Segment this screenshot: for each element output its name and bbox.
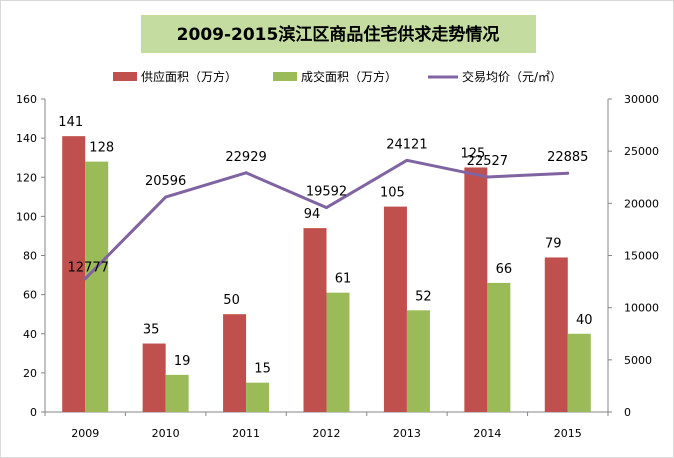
right-tick-label: 20000	[624, 197, 659, 210]
supply-bar	[544, 257, 568, 412]
deal-bar	[246, 382, 270, 412]
price-value-label: 22527	[467, 154, 508, 169]
supply-bar	[142, 343, 166, 412]
price-point	[164, 195, 168, 199]
x-tick-label: 2013	[393, 427, 421, 440]
right-tick-label: 5000	[624, 354, 652, 367]
deal-value-label: 15	[254, 362, 271, 377]
deal-bar	[165, 374, 189, 412]
price-line-group	[83, 158, 570, 281]
supply-bar	[62, 136, 86, 412]
supply-bar	[383, 206, 407, 412]
deal-value-label: 52	[415, 289, 432, 304]
right-tick-label: 15000	[624, 250, 659, 263]
legend: 供应面积（万方） 成交面积（万方） 交易均价（元/㎡）	[113, 69, 562, 84]
left-tick-label: 0	[30, 406, 37, 419]
supply-bar	[464, 167, 488, 412]
deal-bar	[406, 310, 430, 412]
deal-value-label: 40	[576, 313, 593, 328]
data-labels-group: 141 35 50 94 105 125 79 128 19 15 61 52 66 40 12777 205…	[58, 115, 592, 376]
price-value-label: 22885	[547, 150, 588, 165]
right-tick-label: 0	[624, 406, 631, 419]
supply-value-label: 35	[143, 323, 160, 338]
left-tick-label: 140	[16, 132, 37, 145]
deal-bar	[326, 292, 350, 412]
supply-value-label: 94	[304, 207, 321, 222]
left-tick-label: 100	[16, 210, 37, 223]
right-axis-ticks: 0 5000 10000 15000 20000 25000 30000	[608, 93, 659, 419]
deal-value-label: 61	[335, 272, 352, 287]
x-tick-label: 2011	[232, 427, 260, 440]
deal-bar	[567, 333, 591, 412]
legend-swatch-deal	[273, 72, 297, 81]
x-tick-label: 2009	[71, 427, 99, 440]
x-axis-ticks: 2009 2010 2011 2012 2013 2014 2015	[44, 412, 609, 440]
price-point	[566, 171, 570, 175]
price-point	[83, 277, 87, 281]
left-tick-label: 120	[16, 171, 37, 184]
legend-label-supply: 供应面积（万方）	[141, 69, 237, 84]
title-box	[141, 15, 536, 53]
price-value-label: 24121	[386, 137, 427, 152]
deal-bar	[487, 282, 511, 412]
deal-value-label: 19	[174, 354, 191, 369]
price-point	[405, 158, 409, 162]
price-value-label: 12777	[68, 261, 109, 276]
supply-bar	[303, 228, 327, 412]
left-tick-label: 80	[23, 250, 37, 263]
supply-value-label: 105	[380, 186, 405, 201]
x-tick-label: 2014	[473, 427, 501, 440]
legend-label-deal: 成交面积（万方）	[301, 69, 397, 84]
deal-value-label: 66	[496, 262, 513, 277]
x-tick-label: 2015	[554, 427, 582, 440]
legend-label-price: 交易均价（元/㎡）	[462, 69, 562, 84]
right-tick-label: 30000	[624, 93, 659, 106]
legend-swatch-supply	[113, 72, 137, 81]
x-tick-label: 2012	[313, 427, 341, 440]
price-point	[325, 206, 328, 210]
x-tick-label: 2010	[152, 427, 180, 440]
price-value-label: 22929	[225, 150, 266, 165]
price-point	[244, 171, 248, 175]
deal-bar	[85, 161, 109, 412]
chart-title: 2009-2015滨江区商品住宅供求走势情况	[177, 24, 500, 45]
supply-value-label: 141	[58, 115, 83, 130]
deal-value-label: 128	[89, 141, 114, 156]
left-tick-label: 40	[23, 328, 37, 341]
left-tick-label: 20	[23, 367, 37, 380]
price-value-label: 20596	[145, 174, 186, 189]
left-axis-ticks: 0 20 40 60 80 100 120 140 160	[16, 93, 45, 419]
price-point	[485, 175, 489, 179]
right-tick-label: 10000	[624, 302, 659, 315]
supply-value-label: 125	[460, 146, 485, 161]
supply-value-label: 50	[223, 293, 240, 308]
supply-value-label: 79	[545, 236, 562, 251]
left-tick-label: 160	[16, 93, 37, 106]
right-tick-label: 25000	[624, 145, 659, 158]
supply-bar	[223, 314, 247, 412]
bars-group	[62, 136, 591, 412]
left-tick-label: 60	[23, 289, 37, 302]
price-value-label: 19592	[306, 185, 347, 200]
